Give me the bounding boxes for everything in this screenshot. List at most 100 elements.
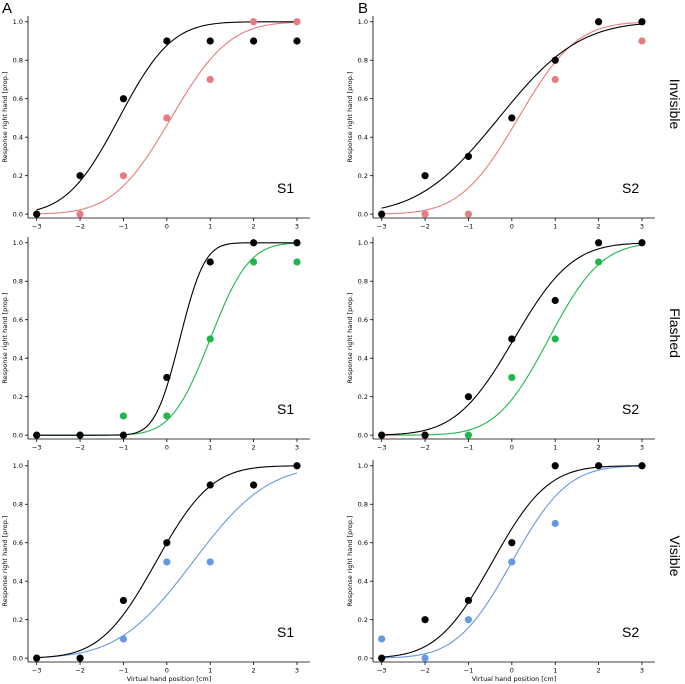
y-tick-label: 0.6 bbox=[13, 539, 23, 547]
x-tick-label: −1 bbox=[119, 667, 129, 675]
data-point-baseline bbox=[206, 481, 214, 489]
x-tick-label: 1 bbox=[208, 444, 212, 452]
data-point-baseline bbox=[119, 431, 128, 439]
data-point-baseline bbox=[293, 239, 301, 247]
data-point-baseline bbox=[551, 462, 559, 470]
y-tick-label: 0.0 bbox=[13, 654, 23, 662]
x-tick-label: −2 bbox=[420, 667, 430, 675]
x-tick-label: −3 bbox=[377, 667, 387, 675]
y-axis-label: Response right hand [prop.] bbox=[1, 72, 9, 163]
data-point-baseline bbox=[421, 616, 429, 624]
x-tick-label: 0 bbox=[510, 223, 514, 231]
panel-a-visible: 0.0 0.2 0.4 0.6 0.8 1.0 −3 −2 −1 0 1 2 3 Response rig… bbox=[1, 460, 310, 683]
y-tick-label: 0.6 bbox=[358, 95, 368, 103]
data-point-flashed bbox=[163, 412, 171, 420]
data-point-invisible bbox=[293, 18, 301, 26]
x-tick-label: −2 bbox=[75, 223, 85, 231]
x-tick-label: −2 bbox=[420, 444, 430, 452]
y-axis-label: Response right hand [prop.] bbox=[346, 72, 354, 163]
data-point-invisible bbox=[551, 75, 559, 84]
data-point-baseline bbox=[76, 431, 84, 439]
fit-curve-flashed bbox=[36, 242, 298, 436]
data-point-baseline bbox=[76, 172, 84, 180]
x-tick-label: 1 bbox=[208, 223, 212, 231]
data-point-flashed bbox=[508, 373, 516, 382]
data-point-visible bbox=[551, 519, 559, 528]
x-tick-label: 3 bbox=[295, 667, 299, 675]
data-point-baseline bbox=[638, 239, 646, 247]
y-tick-label: 0.8 bbox=[13, 501, 23, 509]
y-tick-label: 1.0 bbox=[358, 239, 368, 247]
data-point-baseline bbox=[595, 239, 603, 247]
data-point-baseline bbox=[551, 56, 559, 64]
y-tick-label: 0.2 bbox=[13, 393, 23, 401]
y-tick-label: 0.4 bbox=[13, 355, 23, 363]
data-point-invisible bbox=[76, 210, 84, 218]
x-tick-label: −3 bbox=[32, 223, 42, 231]
data-point-baseline bbox=[250, 239, 258, 247]
y-tick-label: 0.4 bbox=[13, 134, 23, 142]
x-tick-label: 1 bbox=[208, 667, 212, 675]
x-tick-label: 0 bbox=[165, 667, 169, 675]
x-tick-label: 3 bbox=[295, 223, 299, 231]
x-tick-label: 2 bbox=[597, 444, 601, 452]
y-axis-label: Response right hand [prop.] bbox=[346, 516, 354, 607]
data-point-flashed bbox=[464, 431, 473, 439]
x-tick-label: 0 bbox=[510, 444, 514, 452]
y-tick-label: 0.8 bbox=[358, 278, 368, 286]
row-label-visible: Visible bbox=[667, 536, 683, 577]
y-tick-label: 1.0 bbox=[13, 239, 23, 247]
data-point-baseline bbox=[163, 373, 171, 382]
data-point-baseline bbox=[163, 539, 171, 547]
y-tick-label: 0.4 bbox=[358, 134, 368, 142]
fit-curve-baseline bbox=[381, 23, 643, 209]
panel-label-s1: S1 bbox=[277, 401, 294, 417]
y-tick-label: 0.2 bbox=[358, 393, 368, 401]
x-tick-label: 2 bbox=[252, 223, 256, 231]
y-tick-label: 1.0 bbox=[13, 462, 23, 470]
data-point-baseline bbox=[33, 654, 41, 662]
x-tick-label: −1 bbox=[464, 667, 474, 675]
data-point-baseline bbox=[206, 258, 214, 266]
data-point-baseline bbox=[119, 596, 128, 605]
y-tick-label: 0.0 bbox=[358, 210, 368, 218]
x-tick-label: 1 bbox=[553, 444, 557, 452]
x-tick-label: −2 bbox=[420, 223, 430, 231]
panel-label-s2: S2 bbox=[622, 624, 639, 640]
data-point-flashed bbox=[119, 412, 128, 420]
x-tick-label: −1 bbox=[119, 444, 129, 452]
data-point-flashed bbox=[293, 258, 301, 266]
data-point-baseline bbox=[163, 37, 171, 45]
data-point-invisible bbox=[250, 18, 258, 26]
y-tick-label: 0.0 bbox=[13, 431, 23, 439]
fit-curve-invisible bbox=[381, 21, 643, 215]
data-point-baseline bbox=[421, 431, 429, 439]
panel-label-s2: S2 bbox=[622, 401, 639, 417]
x-tick-label: 1 bbox=[553, 223, 557, 231]
y-axis-label: Response right hand [prop.] bbox=[1, 516, 9, 607]
data-point-baseline bbox=[508, 539, 516, 547]
data-point-baseline bbox=[421, 172, 429, 180]
data-point-baseline bbox=[638, 18, 646, 26]
data-point-flashed bbox=[551, 335, 559, 343]
data-point-baseline bbox=[250, 481, 258, 489]
y-axis-label: Response right hand [prop.] bbox=[1, 293, 9, 384]
row-label-invisible: Invisible bbox=[667, 79, 683, 130]
y-tick-label: 0.6 bbox=[358, 539, 368, 547]
y-tick-label: 0.0 bbox=[358, 654, 368, 662]
data-point-baseline bbox=[206, 37, 214, 45]
y-tick-label: 0.2 bbox=[13, 616, 23, 624]
x-tick-label: 2 bbox=[252, 444, 256, 452]
y-axis-label: Response right hand [prop.] bbox=[346, 293, 354, 384]
x-tick-label: 3 bbox=[640, 223, 644, 231]
x-axis-label: Virtual hand position [cm] bbox=[127, 675, 212, 683]
data-point-baseline bbox=[595, 462, 603, 470]
y-tick-label: 1.0 bbox=[358, 18, 368, 26]
y-tick-label: 0.8 bbox=[13, 57, 23, 65]
y-tick-label: 0.2 bbox=[13, 172, 23, 180]
data-point-baseline bbox=[508, 114, 516, 122]
data-point-invisible bbox=[421, 210, 429, 218]
y-tick-label: 0.6 bbox=[13, 316, 23, 324]
data-point-baseline bbox=[119, 95, 128, 103]
